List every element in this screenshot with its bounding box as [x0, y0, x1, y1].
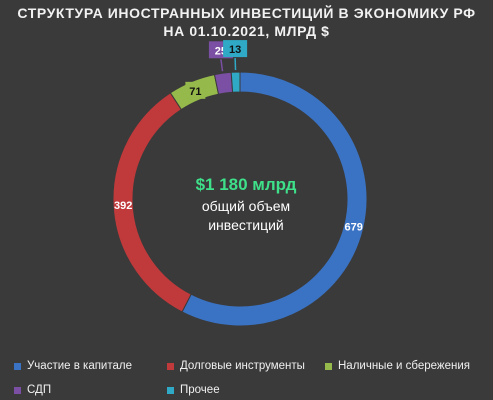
center-total-value: $1 180 млрд	[196, 175, 297, 194]
legend-row-1: Участие в капитале Долговые инструменты …	[14, 356, 484, 376]
legend-item-other: Прочее	[167, 384, 220, 396]
data-label-cash: 71	[185, 81, 206, 99]
legend-item-equity: Участие в капитале	[14, 360, 167, 372]
legend-swatch-equity	[14, 362, 21, 370]
legend-item-sdp: СДП	[14, 384, 167, 396]
data-label-debt: 392	[114, 200, 132, 212]
legend-swatch-cash	[325, 362, 332, 370]
data-label-equity: 679	[345, 221, 363, 233]
center-text-line-2: инвестиций	[208, 217, 284, 233]
legend-label-cash: Наличные и сбережения	[338, 360, 471, 372]
svg-text:679: 679	[345, 221, 363, 233]
chart-legend: Участие в капитале Долговые инструменты …	[14, 356, 484, 400]
center-text-line-1: общий объем	[202, 198, 290, 214]
chart-title: СТРУКТУРА ИНОСТРАННЫХ ИНВЕСТИЦИЙ В ЭКОНО…	[0, 4, 493, 40]
legend-item-cash: Наличные и сбережения	[325, 360, 470, 372]
legend-label-equity: Участие в капитале	[27, 360, 132, 372]
svg-text:392: 392	[114, 200, 132, 212]
legend-label-other: Прочее	[180, 384, 220, 396]
legend-row-2: СДП Прочее	[14, 380, 484, 400]
legend-label-sdp: СДП	[27, 384, 52, 396]
svg-text:71: 71	[189, 86, 201, 98]
legend-swatch-sdp	[14, 386, 21, 394]
legend-swatch-other	[167, 386, 174, 394]
chart-title-line-2: НА 01.10.2021, МЛРД $	[163, 23, 330, 39]
donut-slice-other	[230, 71, 241, 93]
data-label-other: 13	[223, 40, 248, 71]
legend-label-debt: Долговые инструменты	[180, 360, 305, 372]
chart-title-line-1: СТРУКТУРА ИНОСТРАННЫХ ИНВЕСТИЦИЙ В ЭКОНО…	[17, 5, 476, 21]
legend-swatch-debt	[167, 362, 174, 370]
svg-text:13: 13	[229, 44, 241, 56]
legend-item-debt: Долговые инструменты	[167, 360, 325, 372]
